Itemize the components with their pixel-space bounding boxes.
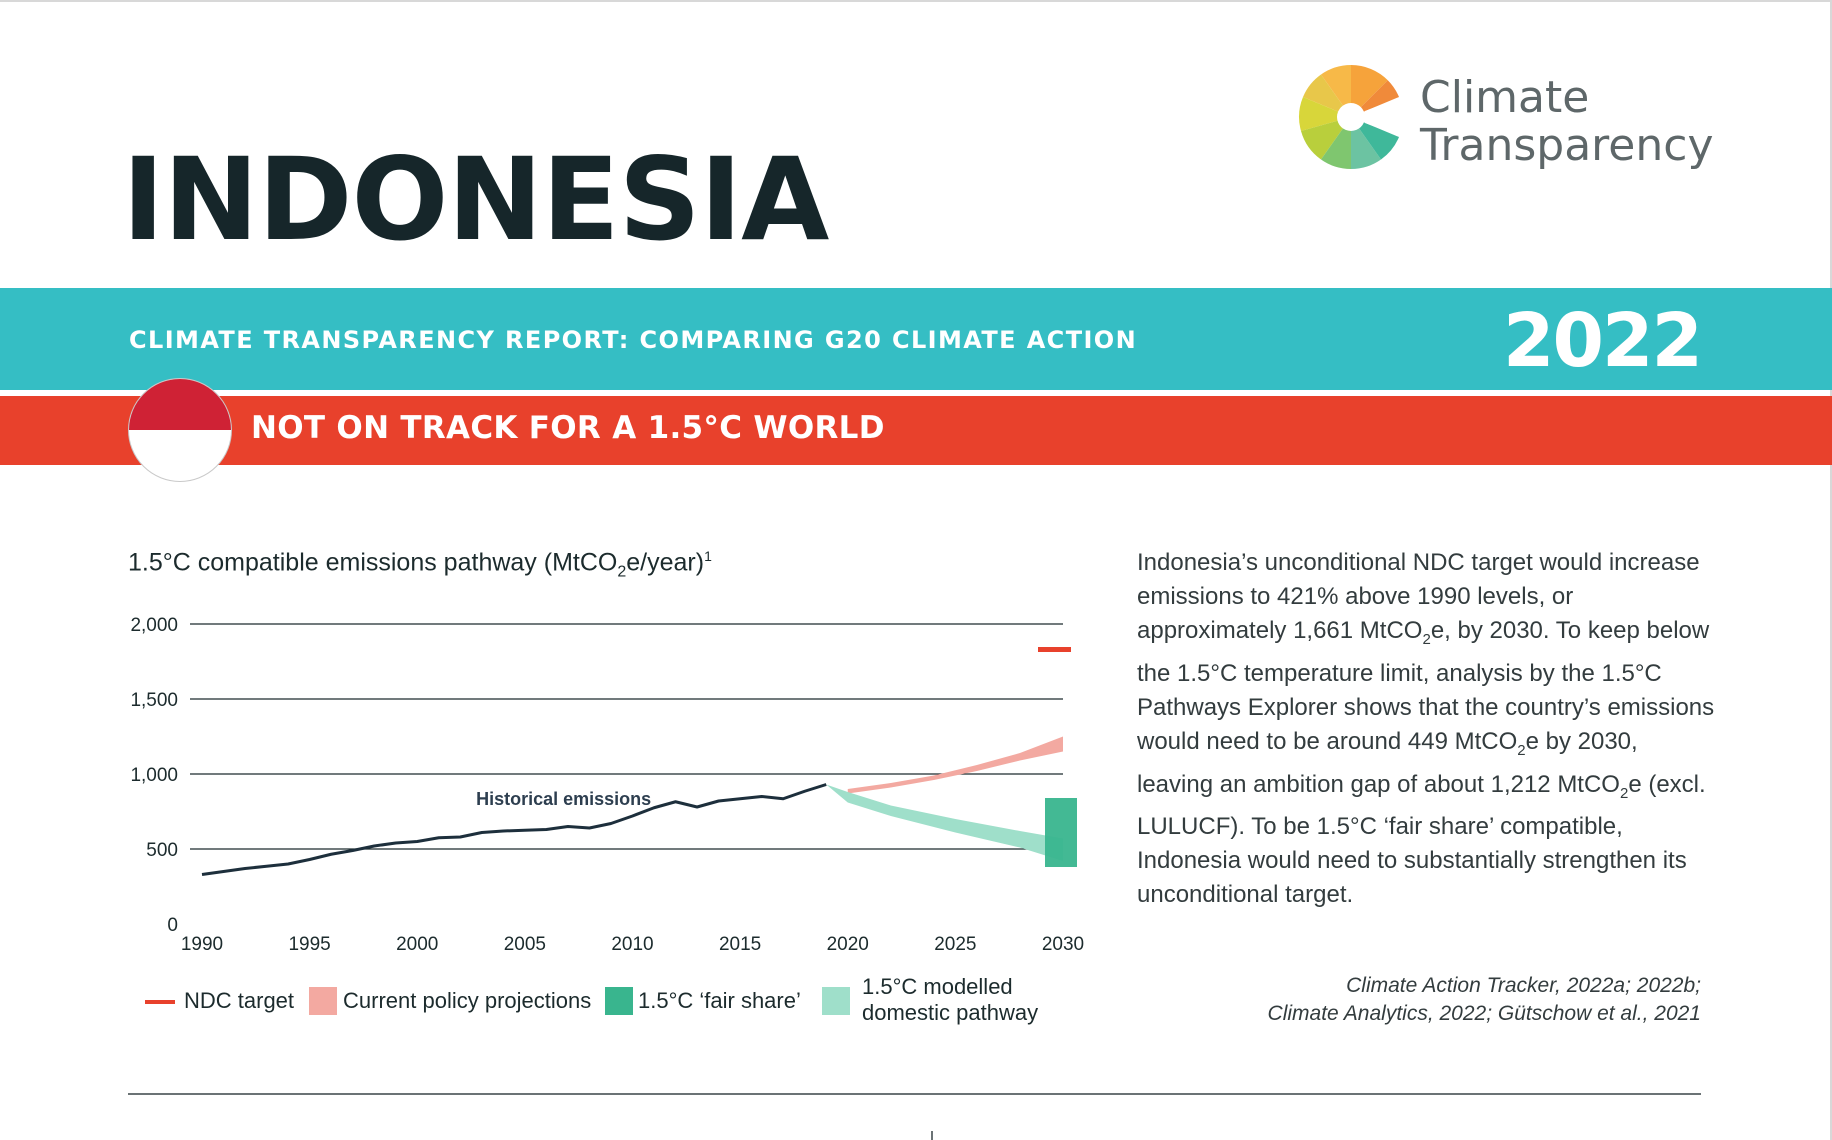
y-tick-label: 0 (167, 915, 178, 936)
chart-title-footnote: 1 (704, 548, 712, 564)
y-tick-label: 1,500 (130, 690, 178, 711)
indonesia-flag-icon (128, 378, 232, 482)
report-year: 2022 (1503, 298, 1703, 384)
chart-title-suffix: e/year) (626, 548, 705, 577)
emissions-chart: 0 500 1,000 1,500 2,000 1990 1995 2000 2005 2010 2… (130, 615, 1084, 955)
legend-cpp-swatch (309, 987, 337, 1015)
legend-fair-swatch (605, 987, 633, 1015)
x-tick-label: 1995 (288, 934, 330, 955)
fair-share-bar (1045, 798, 1077, 867)
chart-legend: NDC target Current policy projections 1.… (140, 970, 1070, 1030)
legend-modelled-line1: 1.5°C modelled (862, 974, 1013, 999)
report-title: CLIMATE TRANSPARENCY REPORT: COMPARING G… (129, 326, 1138, 354)
summary-text-4: e (excl. LULUCF). To be 1.5°C ‘fair shar… (1137, 770, 1706, 909)
x-tick-label: 2000 (396, 934, 438, 955)
legend-modelled-swatch (822, 987, 850, 1015)
legend-ndc-label: NDC target (184, 988, 295, 1013)
climate-transparency-logo: Climate Transparency (1296, 62, 1713, 182)
status-text: NOT ON TRACK FOR A 1.5°C WORLD (251, 410, 885, 446)
modelled-pathway-band (826, 784, 1063, 861)
y-tick-label: 500 (146, 840, 178, 861)
report-banner (0, 288, 1832, 390)
historical-emissions-label: Historical emissions (476, 789, 651, 809)
historical-emissions-line (201, 783, 827, 876)
logo-text: Climate Transparency (1420, 72, 1714, 171)
x-tick-label: 2030 (1042, 934, 1084, 955)
legend-modelled-line2: domestic pathway (862, 1000, 1039, 1025)
x-tick-label: 2005 (504, 934, 546, 955)
x-tick-label: 1990 (181, 934, 223, 955)
summary-sub-1: 2 (1422, 630, 1431, 648)
current-policy-band (847, 736, 1063, 794)
x-tick-label: 2010 (611, 934, 653, 955)
y-tick-label: 2,000 (130, 615, 178, 636)
legend-ndc-swatch (145, 1000, 175, 1004)
legend-fair-label: 1.5°C ‘fair share’ (638, 988, 801, 1013)
x-tick-label: 2015 (719, 934, 761, 955)
summary-text-3: e by 2030, leaving an ambition gap of ab… (1137, 727, 1638, 798)
flag-red-half (129, 379, 231, 430)
summary-paragraph: Indonesia’s unconditional NDC target wou… (1137, 546, 1717, 912)
source-line-2: Climate Analytics, 2022; Gütschow et al.… (1267, 1002, 1701, 1025)
summary-text-2: e, by 2030. To keep below the 1.5°C temp… (1137, 617, 1715, 755)
right-border (1830, 0, 1832, 1140)
x-tick-label: 2020 (827, 934, 869, 955)
source-line-1: Climate Action Tracker, 2022a; 2022b; (1346, 974, 1701, 997)
top-border (0, 0, 1832, 2)
x-tick-label: 2025 (934, 934, 976, 955)
source-citation: Climate Action Tracker, 2022a; 2022b; Cl… (1101, 972, 1701, 1028)
legend-modelled-label: 1.5°C modelled domestic pathway (862, 974, 1038, 1026)
legend-cpp-label: Current policy projections (343, 988, 592, 1013)
bottom-divider (128, 1093, 1701, 1095)
country-title: INDONESIA (122, 133, 829, 266)
logo-icon (1299, 64, 1406, 170)
chart-title-sub: 2 (617, 563, 627, 581)
y-tick-label: 1,000 (130, 765, 178, 786)
chart-title-prefix: 1.5°C compatible emissions pathway (MtCO (128, 548, 618, 577)
status-banner (0, 396, 1832, 465)
summary-sub-2: 2 (1517, 741, 1526, 759)
summary-sub-3: 2 (1619, 784, 1629, 802)
page-tick (931, 1131, 933, 1140)
chart-title: 1.5°C compatible emissions pathway (MtCO… (128, 548, 712, 581)
summary-text-1: Indonesia’s unconditional NDC target wou… (1137, 549, 1700, 644)
